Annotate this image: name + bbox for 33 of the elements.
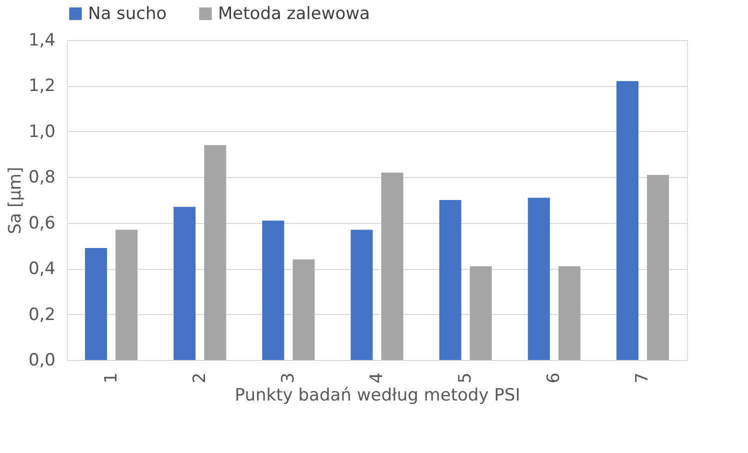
- bar: [262, 220, 284, 360]
- y-tick-label: 0,0: [28, 350, 56, 370]
- y-tick-label: 1,0: [28, 122, 56, 142]
- y-tick-label: 0,8: [28, 168, 56, 188]
- bar: [616, 81, 638, 360]
- bar: [204, 145, 226, 360]
- y-tick-label: 0,6: [28, 213, 56, 234]
- x-tick-label: 7: [632, 372, 653, 384]
- bar: [292, 259, 315, 360]
- bar: [85, 248, 108, 360]
- y-tick-label: 0,2: [28, 304, 56, 325]
- legend-label: Na sucho: [88, 4, 167, 24]
- bar: [558, 266, 580, 360]
- x-tick-label: 3: [278, 372, 298, 384]
- x-tick-label: 5: [456, 372, 476, 384]
- y-tick-label: 1,2: [28, 76, 56, 96]
- x-tick-label: 2: [190, 372, 210, 384]
- legend-label: Metoda zalewowa: [218, 4, 370, 24]
- bar: [528, 198, 550, 360]
- bar: [381, 172, 404, 360]
- bar: [646, 174, 669, 360]
- y-tick-label: 0,4: [28, 259, 56, 280]
- y-axis-title: Sa [µm]: [5, 166, 26, 234]
- bar: [470, 266, 492, 360]
- bar: [350, 230, 373, 360]
- bar: [116, 230, 138, 360]
- bar: [174, 206, 196, 360]
- bar: [439, 200, 462, 360]
- y-tick-label: 1,4: [28, 30, 56, 50]
- x-axis-title: Punkty badań według metody PSI: [234, 385, 520, 406]
- x-tick-label: 4: [367, 372, 387, 384]
- x-tick-label: 1: [101, 372, 122, 384]
- x-tick-label: 6: [544, 372, 564, 384]
